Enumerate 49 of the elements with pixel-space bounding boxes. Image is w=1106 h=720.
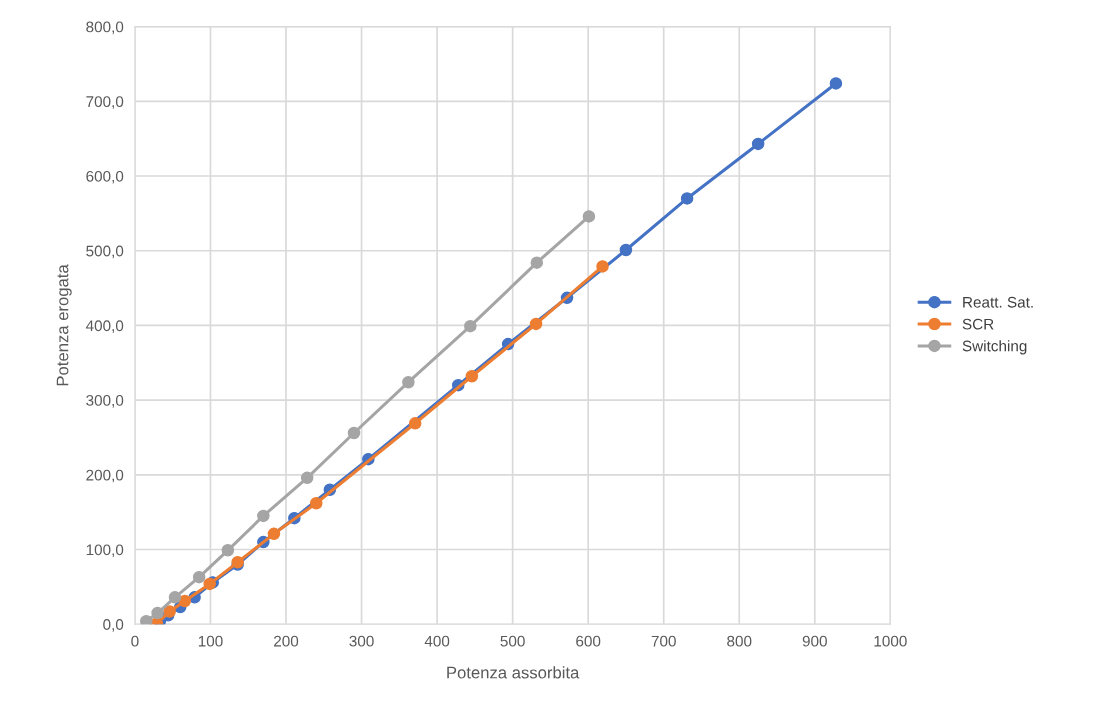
x-tick-label: 0 <box>131 635 139 647</box>
point <box>751 137 765 151</box>
point <box>267 527 281 541</box>
point <box>408 417 422 430</box>
x-tick-label: 100 <box>198 635 223 647</box>
x-tick-label: 600 <box>576 635 601 647</box>
point <box>464 319 477 333</box>
point <box>596 260 609 273</box>
point <box>465 369 479 383</box>
y-axis-title: Potenza erogata <box>56 264 72 386</box>
point <box>309 496 323 510</box>
y-tick-label: 500,0 <box>86 245 124 259</box>
point <box>192 570 206 584</box>
point <box>257 509 270 523</box>
y-tick-label: 200,0 <box>86 469 124 483</box>
x-tick-label: 900 <box>802 635 827 647</box>
point <box>619 243 633 257</box>
point <box>530 256 544 269</box>
x-tick-label: 800 <box>727 635 752 647</box>
point <box>140 615 153 625</box>
y-tick-label: 0,0 <box>103 619 124 632</box>
point <box>402 375 415 389</box>
y-tick-label: 400,0 <box>85 320 124 333</box>
legend-label: Reatt. Sat. <box>963 296 1033 308</box>
y-tick-label: 700,0 <box>86 96 124 109</box>
y-tick-label: 100,0 <box>86 544 124 558</box>
x-tick-label: 700 <box>651 635 676 647</box>
point <box>529 317 543 331</box>
point <box>582 210 596 223</box>
point <box>151 606 164 620</box>
x-tick-label: 200 <box>274 635 299 647</box>
y-tick-label: 800,0 <box>86 21 124 35</box>
point <box>163 605 176 618</box>
point <box>680 192 694 205</box>
legend-label: SCR <box>962 318 994 330</box>
x-tick-label: 300 <box>349 635 374 647</box>
x-tick-label: 500 <box>500 635 525 647</box>
point <box>178 594 192 608</box>
y-tick-label: 300,0 <box>86 395 124 408</box>
legend-label: Switching <box>962 340 1027 355</box>
x-tick-label: 400 <box>424 635 450 647</box>
y-tick-label: 600,0 <box>86 170 124 184</box>
x-tick-label: 1000 <box>874 635 907 647</box>
point <box>300 471 314 485</box>
point <box>829 77 843 90</box>
point <box>221 544 235 557</box>
x-axis-title: Potenza assorbita <box>447 666 580 679</box>
point <box>168 591 182 604</box>
point <box>347 426 361 440</box>
